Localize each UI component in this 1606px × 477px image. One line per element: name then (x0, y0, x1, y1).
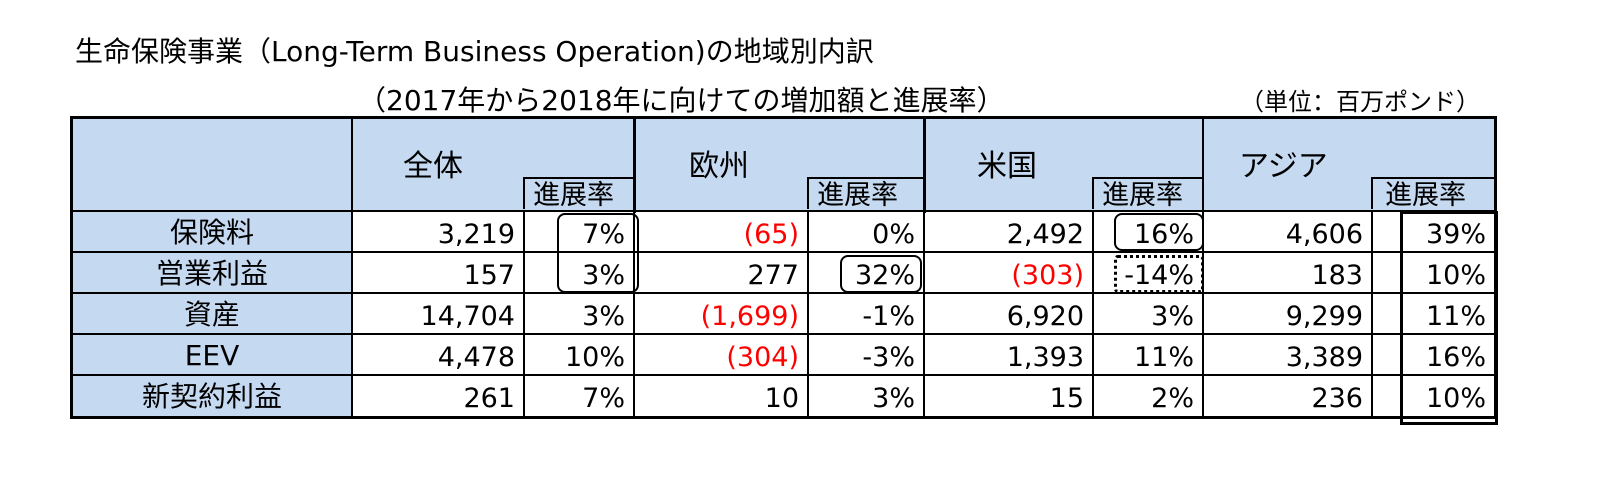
cell-us-rate: -14% (1124, 260, 1194, 291)
header-europe-progress: 進展率 (807, 177, 923, 209)
cell-asia: 183 (1311, 260, 1363, 291)
highlight-us-rate-box (1114, 213, 1204, 251)
highlight-us-negative-box (1114, 255, 1204, 293)
row-labels-column (73, 211, 351, 416)
cell-us-rate: 2% (1151, 383, 1194, 414)
header-europe: 欧州 (689, 149, 749, 184)
cell-us: 15 (1049, 383, 1084, 414)
cell-total-rate: 3% (582, 301, 625, 332)
cell-total-rate: 10% (564, 342, 625, 373)
cell-asia: 236 (1311, 383, 1363, 414)
cell-us: 2,492 (1006, 219, 1084, 250)
row-label-operating-profit: 営業利益 (155, 257, 268, 290)
cell-us: (303) (1011, 260, 1084, 291)
europe-header-frame (633, 116, 926, 213)
cell-europe: (304) (726, 342, 799, 373)
cell-europe-rate: 32% (854, 260, 915, 291)
cell-us: 6,920 (1006, 301, 1084, 332)
header-asia: アジア (1239, 149, 1328, 184)
cell-asia-rate: 16% (1425, 342, 1486, 373)
cell-asia: 9,299 (1285, 301, 1363, 332)
cell-us-rate: 11% (1133, 342, 1194, 373)
highlight-asia-rate-box (1400, 211, 1498, 425)
cell-total: 4,478 (437, 342, 515, 373)
row-label-premium: 保険料 (169, 216, 254, 249)
header-total: 全体 (403, 149, 463, 184)
table-header (73, 119, 1494, 211)
cell-asia-rate: 39% (1425, 219, 1486, 250)
cell-total-rate: 3% (582, 260, 625, 291)
cell-europe: 277 (747, 260, 799, 291)
header-asia-progress: 進展率 (1371, 177, 1494, 209)
regional-breakdown-table: 全体 欧州 米国 アジア 進展率 進展率 進展率 進展率 保険料 3,219 7… (70, 116, 1498, 425)
cell-asia-rate: 10% (1425, 383, 1486, 414)
cell-europe: 10 (764, 383, 799, 414)
cell-total: 3,219 (437, 219, 515, 250)
cell-total-rate: 7% (582, 219, 625, 250)
cell-europe: (65) (743, 219, 799, 250)
cell-us-rate: 3% (1151, 301, 1194, 332)
cell-us-rate: 16% (1133, 219, 1194, 250)
cell-us: 1,393 (1006, 342, 1084, 373)
cell-total: 261 (463, 383, 515, 414)
cell-asia-rate: 10% (1425, 260, 1486, 291)
cell-total: 14,704 (420, 301, 515, 332)
page-title: 生命保険事業（Long-Term Business Operation)の地域別… (75, 35, 874, 68)
cell-asia: 3,389 (1285, 342, 1363, 373)
cell-asia: 4,606 (1285, 219, 1363, 250)
cell-europe-rate: 0% (872, 219, 915, 250)
cell-europe-rate: -3% (862, 342, 915, 373)
cell-total: 157 (463, 260, 515, 291)
cell-asia-rate: 11% (1425, 301, 1486, 332)
highlight-total-rate-box (557, 213, 639, 293)
header-us: 米国 (977, 149, 1037, 184)
cell-europe-rate: -1% (862, 301, 915, 332)
cell-total-rate: 7% (582, 383, 625, 414)
row-label-eev: EEV (184, 339, 240, 372)
row-label-assets: 資産 (183, 298, 240, 331)
row-label-new-business-profit: 新契約利益 (141, 380, 282, 413)
highlight-europe-rate-box (840, 255, 922, 293)
unit-label: （単位：百万ポンド） (1240, 88, 1480, 116)
header-total-progress: 進展率 (523, 177, 633, 209)
header-us-progress: 進展率 (1092, 177, 1202, 209)
page-subtitle: （2017年から2018年に向けての増加額と進展率） (358, 84, 1005, 117)
cell-europe-rate: 3% (872, 383, 915, 414)
cell-europe: (1,699) (700, 301, 799, 332)
